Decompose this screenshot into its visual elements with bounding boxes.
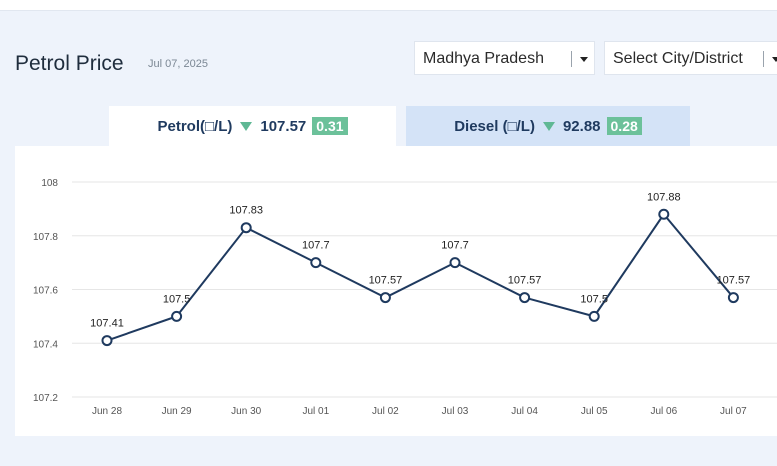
y-tick-label: 107.6 bbox=[33, 286, 58, 297]
x-tick-label: Jul 01 bbox=[302, 406, 329, 417]
data-point bbox=[519, 292, 531, 304]
tab-petrol-label: Petrol(□/L) bbox=[157, 117, 233, 135]
data-point bbox=[658, 208, 670, 220]
data-label: 107.7 bbox=[441, 240, 469, 252]
tab-diesel-label: Diesel (□/L) bbox=[454, 117, 535, 135]
tab-petrol-change-badge: 0.31 bbox=[312, 117, 348, 135]
select-separator bbox=[571, 51, 572, 67]
data-label: 107.5 bbox=[163, 293, 191, 305]
down-arrow-icon bbox=[542, 121, 555, 131]
data-point bbox=[588, 310, 600, 322]
tab-diesel-price: 92.88 bbox=[562, 117, 601, 135]
tab-petrol[interactable]: Petrol(□/L) 107.57 0.31 bbox=[109, 106, 396, 146]
x-tick-label: Jul 06 bbox=[650, 406, 677, 417]
series-line bbox=[106, 213, 735, 342]
y-tick-label: 107.2 bbox=[33, 393, 58, 404]
data-label: 107.57 bbox=[717, 275, 751, 287]
data-label: 107.5 bbox=[580, 293, 608, 305]
down-arrow-icon bbox=[240, 121, 253, 131]
data-label: 107.41 bbox=[90, 318, 124, 330]
x-tick-label: Jun 28 bbox=[92, 406, 122, 417]
x-tick-label: Jun 29 bbox=[162, 406, 192, 417]
data-label: 107.88 bbox=[647, 191, 681, 203]
state-select-value: Madhya Pradesh bbox=[423, 50, 544, 67]
y-tick-label: 107.4 bbox=[33, 339, 58, 350]
x-tick-label: Jul 05 bbox=[581, 406, 608, 417]
page-title: Petrol Price bbox=[15, 52, 124, 75]
y-tick-label: 107.8 bbox=[33, 232, 58, 243]
x-tick-label: Jun 30 bbox=[231, 406, 261, 417]
data-point bbox=[727, 292, 739, 304]
data-point bbox=[449, 257, 461, 269]
chevron-down-icon[interactable] bbox=[772, 57, 777, 62]
tab-diesel[interactable]: Diesel (□/L) 92.88 0.28 bbox=[406, 106, 690, 146]
x-tick-label: Jul 04 bbox=[511, 406, 538, 417]
state-select[interactable]: Madhya Pradesh bbox=[414, 41, 595, 75]
data-label: 107.57 bbox=[369, 275, 403, 287]
x-tick-label: Jul 03 bbox=[442, 406, 469, 417]
tab-petrol-price: 107.57 bbox=[260, 117, 307, 135]
data-label: 107.83 bbox=[229, 205, 263, 217]
data-label: 107.7 bbox=[302, 240, 330, 252]
data-label: 107.57 bbox=[508, 275, 542, 287]
chart-panel: 107.2 107.4 107.6 107.8 108 Jun 28 Jun 29 Jun 3… bbox=[15, 146, 777, 436]
price-date: Jul 07, 2025 bbox=[148, 58, 208, 70]
data-point bbox=[171, 310, 183, 322]
x-tick-label: Jul 02 bbox=[372, 406, 399, 417]
price-line-chart: 107.2 107.4 107.6 107.8 108 Jun 28 Jun 29 Jun 3… bbox=[33, 178, 777, 417]
chevron-down-icon[interactable] bbox=[580, 57, 588, 62]
data-point bbox=[101, 335, 113, 347]
data-point bbox=[379, 292, 391, 304]
tab-diesel-change-badge: 0.28 bbox=[606, 117, 642, 135]
y-tick-label: 108 bbox=[41, 178, 58, 189]
city-select[interactable]: Select City/District bbox=[604, 41, 777, 75]
x-tick-label: Jul 07 bbox=[720, 406, 747, 417]
data-point bbox=[310, 257, 322, 269]
city-select-value: Select City/District bbox=[613, 50, 743, 67]
data-point bbox=[240, 222, 252, 234]
select-separator bbox=[763, 51, 764, 67]
top-strip bbox=[0, 0, 777, 11]
